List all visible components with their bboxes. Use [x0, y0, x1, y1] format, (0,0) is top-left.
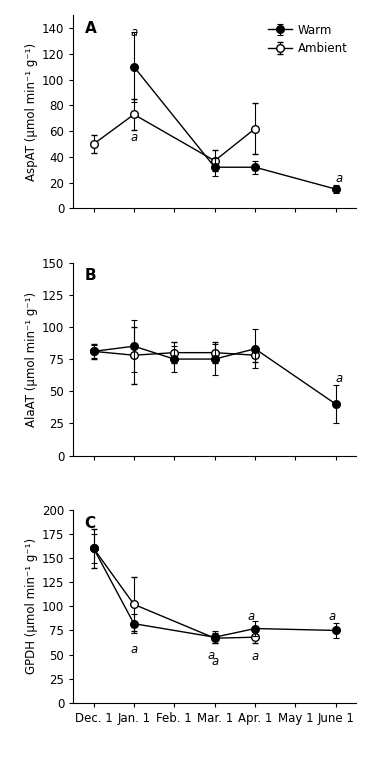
Text: a: a — [336, 172, 343, 185]
Text: a: a — [251, 649, 259, 662]
Text: C: C — [85, 516, 96, 530]
Text: a: a — [211, 655, 218, 668]
Text: a: a — [207, 649, 215, 662]
Y-axis label: AlaAT (µmol min⁻¹ g⁻¹): AlaAT (µmol min⁻¹ g⁻¹) — [25, 292, 38, 426]
Text: a: a — [248, 610, 255, 623]
Text: a: a — [328, 610, 336, 623]
Legend: Warm, Ambient: Warm, Ambient — [264, 19, 352, 60]
Text: a: a — [336, 372, 343, 385]
Y-axis label: AspAT (µmol min⁻¹ g⁻¹): AspAT (µmol min⁻¹ g⁻¹) — [25, 43, 38, 181]
Text: a: a — [130, 25, 138, 38]
Text: A: A — [85, 21, 97, 36]
Text: a: a — [130, 643, 138, 656]
Y-axis label: GPDH (µmol min⁻¹ g⁻¹): GPDH (µmol min⁻¹ g⁻¹) — [25, 539, 38, 675]
Text: a: a — [130, 131, 138, 144]
Text: B: B — [85, 268, 96, 283]
